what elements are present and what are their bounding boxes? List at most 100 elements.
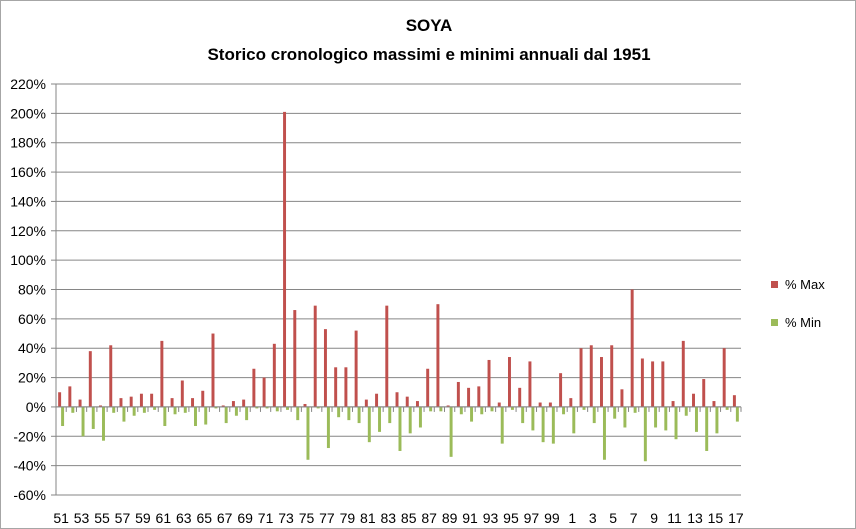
bar-max-90: [456, 381, 460, 407]
y-tick-label: 200%: [10, 105, 46, 121]
bar-min-56: [112, 406, 116, 413]
bar-min-13: [694, 406, 698, 432]
y-tick-label: 220%: [10, 76, 46, 92]
bar-min-91: [470, 406, 474, 422]
bar-min-15: [715, 406, 719, 434]
bar-min-83: [388, 406, 392, 424]
bar-max-55: [99, 405, 102, 407]
bar-min-53: [81, 406, 85, 437]
bar-min-16: [725, 406, 729, 410]
bar-min-62: [173, 406, 177, 415]
bar-min-51: [61, 406, 65, 427]
bars: [58, 111, 739, 462]
bar-min-93: [490, 406, 494, 412]
x-tick-label: 83: [380, 510, 396, 526]
bar-max-17: [732, 395, 736, 407]
x-tick-label: 87: [421, 510, 437, 526]
bar-min-75: [306, 406, 310, 460]
bar-min-11: [674, 406, 678, 440]
bar-min-7: [633, 406, 637, 413]
bar-max-88: [436, 304, 440, 407]
bar-max-76: [313, 305, 317, 407]
bar-max-93: [487, 359, 491, 407]
bar-max-96: [518, 387, 522, 407]
axes: [55, 84, 741, 495]
bar-max-52: [68, 386, 72, 407]
x-tick-label: 51: [53, 510, 69, 526]
bar-min-96: [521, 406, 525, 424]
legend-label-min: % Min: [785, 315, 821, 330]
bar-min-69: [245, 406, 249, 421]
bar-max-97: [528, 361, 532, 407]
bar-min-85: [408, 406, 412, 434]
bar-max-10: [661, 361, 665, 407]
x-tick-label: 53: [74, 510, 90, 526]
bar-max-72: [272, 343, 276, 407]
bar-min-54: [91, 406, 95, 429]
bar-max-87: [426, 368, 430, 407]
legend-swatch-min: [771, 319, 778, 326]
bar-min-72: [275, 406, 279, 412]
bar-min-67: [224, 406, 228, 424]
bar-max-14: [702, 379, 706, 407]
bar-max-16: [722, 348, 726, 407]
bar-min-87: [429, 406, 433, 412]
bar-min-77: [326, 406, 330, 449]
bar-min-65: [204, 406, 208, 425]
bar-min-9: [654, 406, 658, 428]
bar-max-86: [415, 401, 419, 407]
bar-max-91: [467, 387, 471, 407]
bar-min-8: [643, 406, 647, 462]
x-tick-label: 79: [340, 510, 356, 526]
y-tick-label: 40%: [18, 340, 46, 356]
x-tick-label: 63: [176, 510, 192, 526]
bar-min-0: [562, 406, 566, 415]
bar-max-60: [150, 393, 154, 407]
x-tick-label: 99: [544, 510, 560, 526]
bar-max-11: [671, 401, 675, 407]
bar-min-58: [132, 406, 136, 416]
bar-max-0: [559, 373, 563, 407]
bar-max-79: [344, 367, 348, 407]
bar-min-66: [214, 406, 218, 409]
bar-min-84: [398, 406, 402, 451]
bar-max-56: [109, 345, 113, 407]
bar-max-81: [364, 399, 368, 407]
bar-min-73: [286, 406, 289, 410]
y-tick-label: 120%: [10, 223, 46, 239]
x-tick-label: 93: [483, 510, 499, 526]
bar-min-5: [613, 406, 617, 419]
x-axis-ticks: 51 53 55 57 59 61 63 65 67 69 71 73 75 77 79 81 83 85 87 89…: [53, 406, 744, 526]
x-tick-label: 77: [319, 510, 335, 526]
bar-min-97: [531, 406, 535, 431]
x-tick-label: 67: [217, 510, 233, 526]
bar-min-55: [102, 406, 105, 441]
x-tick-label: 5: [609, 510, 617, 526]
x-tick-label: 85: [401, 510, 417, 526]
bar-max-1: [569, 398, 573, 407]
bar-min-98: [541, 406, 545, 443]
bar-max-92: [477, 386, 481, 407]
bar-min-79: [347, 406, 351, 421]
bar-max-99: [548, 402, 552, 407]
bar-max-59: [139, 393, 143, 407]
x-tick-label: 81: [360, 510, 376, 526]
bar-min-68: [234, 406, 238, 416]
bar-min-92: [480, 406, 484, 415]
bar-min-90: [459, 406, 463, 415]
x-tick-label: 3: [589, 510, 597, 526]
bar-max-83: [385, 305, 389, 407]
x-tick-label: 69: [237, 510, 253, 526]
bar-min-82: [378, 406, 382, 432]
bar-min-74: [296, 406, 300, 421]
x-tick-label: 15: [708, 510, 724, 526]
y-tick-label: 140%: [10, 193, 46, 209]
x-tick-label: 89: [442, 510, 458, 526]
bar-min-60: [153, 406, 157, 410]
bar-min-2: [582, 406, 586, 410]
bar-min-88: [439, 406, 443, 412]
bar-max-78: [334, 367, 338, 407]
legend-label-max: % Max: [785, 277, 825, 292]
